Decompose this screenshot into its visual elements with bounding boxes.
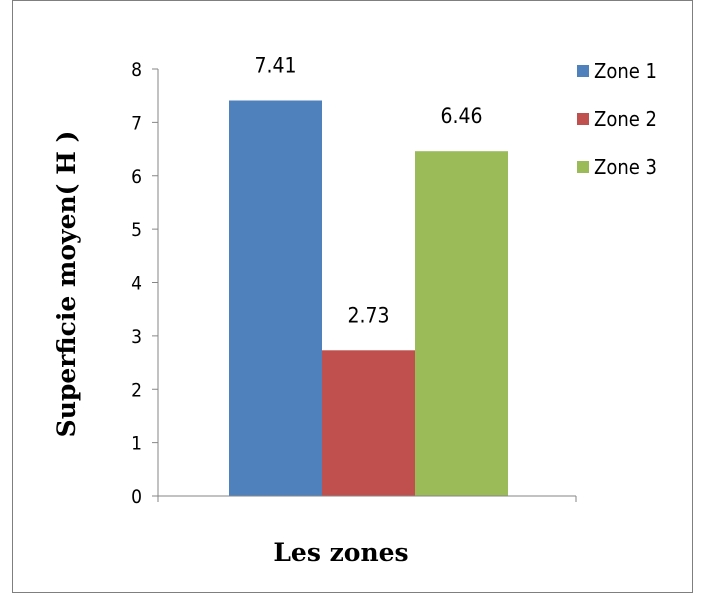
y-tick-label-8: 8 [131,59,142,81]
legend-label-1: Zone 1 [594,59,657,83]
legend: Zone 1 Zone 2 Zone 3 [577,59,657,179]
x-axis [157,495,577,502]
bar-2 [322,350,415,496]
y-tick-label-1: 1 [131,433,142,455]
y-tick-label-7: 7 [131,112,142,134]
bar-1 [229,100,322,497]
data-label-2: 2.73 [347,303,389,327]
legend-swatch-2 [577,113,589,125]
y-tick-label-4: 4 [131,273,142,295]
legend-swatch-1 [577,65,589,77]
data-label-3: 6.46 [440,104,482,128]
legend-label-3: Zone 3 [594,155,657,179]
data-label-1: 7.41 [254,53,296,77]
y-tick-label-6: 6 [131,166,142,188]
legend-swatch-3 [577,161,589,173]
y-tick-label-3: 3 [131,326,142,348]
data-labels-group: 7.41 2.73 6.46 [254,53,482,327]
y-tick-label-2: 2 [131,379,142,401]
bars-group [229,100,508,497]
y-axis: 0 1 2 3 4 5 6 7 8 [131,59,159,508]
y-tick-label-5: 5 [131,219,142,241]
y-tick-label-0: 0 [131,486,142,508]
y-axis-title: Superficie moyen( H ) [52,131,81,438]
x-axis-title: Les zones [273,538,408,567]
bar-3 [415,151,508,496]
legend-label-2: Zone 2 [594,107,657,131]
